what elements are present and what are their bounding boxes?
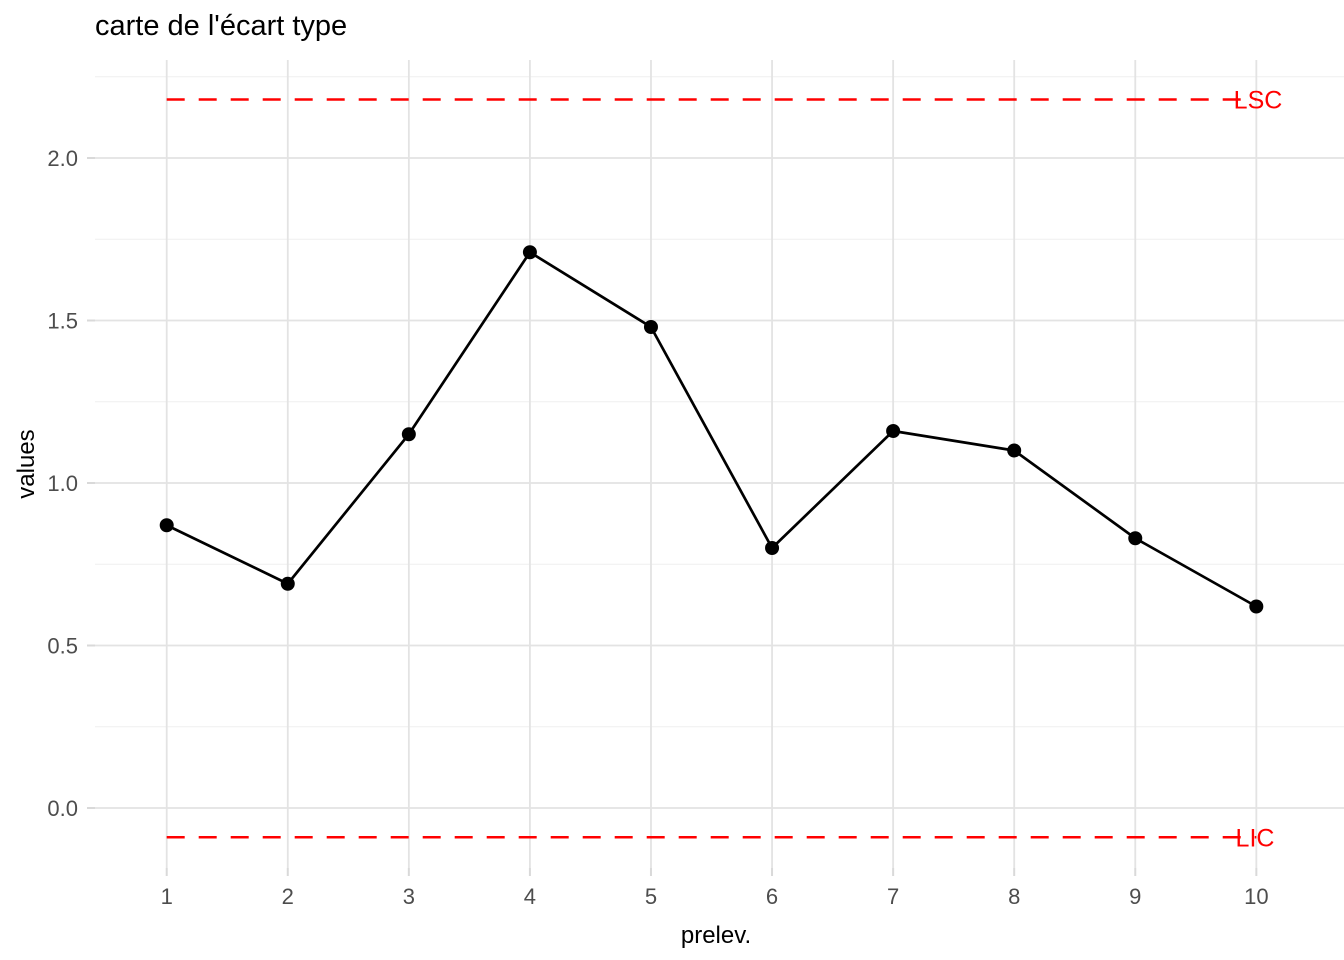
- x-tick-label: 1: [161, 884, 173, 909]
- data-point: [886, 424, 901, 438]
- x-tick-label: 6: [766, 884, 778, 909]
- x-tick-label: 8: [1008, 884, 1020, 909]
- y-axis-title: values: [13, 429, 40, 498]
- grid-minor: [95, 76, 1344, 728]
- x-axis-title: prelev.: [681, 922, 751, 949]
- data-point: [522, 245, 537, 260]
- data-point: [159, 518, 174, 533]
- y-tick-label: 1.5: [47, 309, 78, 334]
- series-points: [159, 245, 1264, 614]
- y-tick-label: 0.5: [47, 634, 78, 659]
- y-tick-label: 2.0: [47, 146, 78, 171]
- data-point: [1128, 531, 1143, 546]
- x-tick-label: 4: [524, 884, 536, 909]
- data-point: [765, 541, 780, 555]
- y-tick-label: 0.0: [47, 796, 78, 821]
- chart-title: carte de l'écart type: [95, 10, 348, 42]
- x-tick-label: 3: [403, 884, 415, 909]
- axis-ticks: [87, 157, 1258, 876]
- upper-control-limit-label: LSC: [1234, 87, 1283, 115]
- series-line: [166, 250, 1257, 608]
- data-point: [1249, 599, 1264, 614]
- x-axis-tick-labels: 1 2 3 4 5 6 7 8 9 10: [161, 884, 1269, 909]
- data-point: [643, 320, 658, 334]
- y-tick-label: 1.0: [47, 471, 78, 496]
- data-point: [1007, 443, 1022, 458]
- y-axis-tick-labels: 0.0 0.5 1.0 1.5 2.0: [47, 146, 78, 821]
- lower-control-limit-label: LIC: [1236, 824, 1275, 852]
- grid-major: [95, 60, 1344, 868]
- data-point: [280, 576, 295, 591]
- data-point: [401, 427, 416, 442]
- x-tick-label: 5: [645, 884, 657, 909]
- x-tick-label: 7: [887, 884, 899, 909]
- x-tick-label: 2: [282, 884, 294, 909]
- x-tick-label: 9: [1129, 884, 1141, 909]
- x-tick-label: 10: [1244, 884, 1268, 909]
